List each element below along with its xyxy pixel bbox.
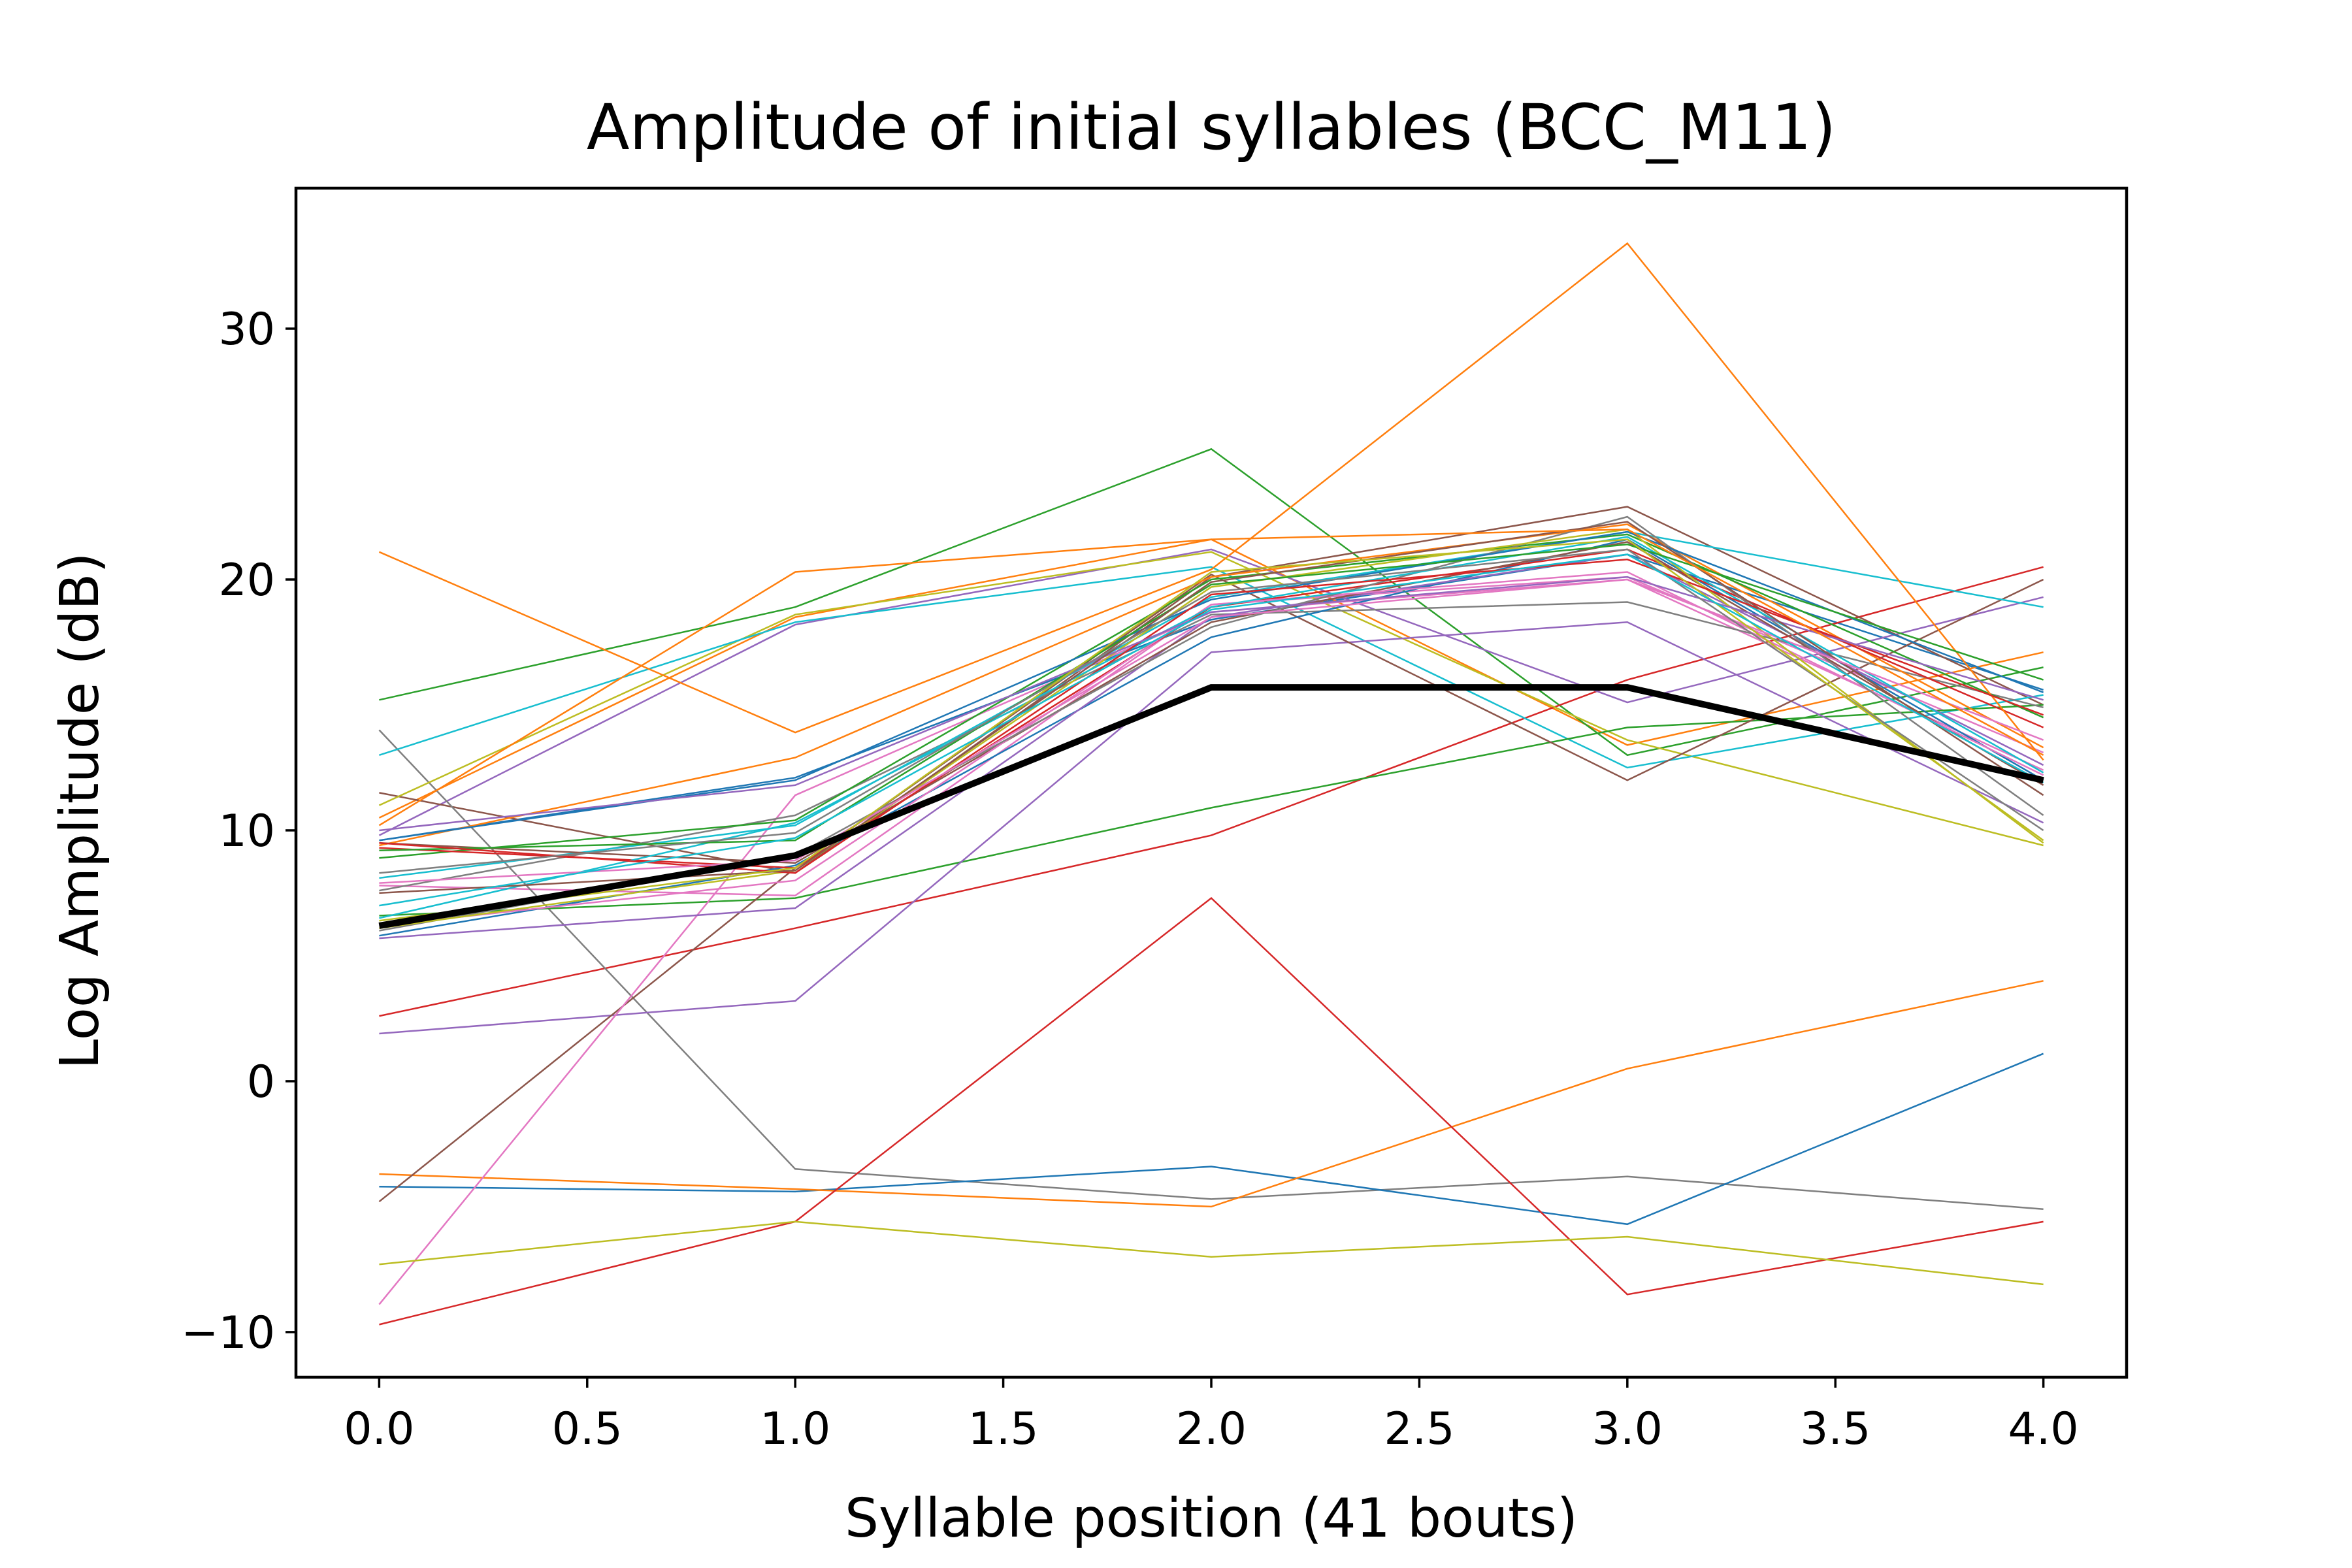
series-line-30 (379, 536, 2044, 919)
series-line-4 (379, 566, 2044, 1017)
series-line-34 (379, 559, 2044, 874)
series-line-mean (378, 684, 2044, 929)
series-line-33 (379, 543, 2044, 851)
chart-title: Amplitude of initial syllables (BCC_M11) (587, 91, 1836, 164)
y-tick-label: 30 (218, 304, 275, 355)
series-line-15 (379, 621, 2044, 1035)
x-tick-label: 1.5 (968, 1403, 1039, 1455)
y-axis-label: Log Amplitude (dB) (49, 552, 111, 1069)
series-line-19 (379, 1220, 2044, 1286)
x-tick-label: 0.5 (552, 1403, 623, 1455)
series-line-8 (378, 729, 2044, 1210)
series-line-20 (379, 531, 2044, 879)
series-line-7 (379, 576, 2044, 897)
series-line-37 (379, 578, 2044, 884)
y-tick-label: 0 (247, 1056, 275, 1108)
series-line-21 (379, 538, 2044, 937)
y-tick-label: −10 (181, 1307, 275, 1359)
series-line-39 (379, 538, 2044, 922)
axes: 0.0 0.5 1.0 1.5 2.0 2.5 3.0 3.5 4.0 −10 0 10 20 30 (181, 186, 2129, 1455)
series-line-41 (378, 528, 2044, 826)
series-line-27 (379, 571, 2044, 927)
x-tick-label: 2.0 (1176, 1403, 1247, 1455)
y-tick-label: 20 (218, 555, 275, 606)
series-line-9 (378, 551, 2044, 847)
x-tick-label: 4.0 (2008, 1403, 2079, 1455)
series-line-16 (378, 573, 2044, 1203)
plot-area (378, 242, 2044, 1326)
series-line-26 (379, 541, 2044, 864)
series-line-23 (379, 533, 2044, 859)
series-line-12 (379, 980, 2044, 1208)
series-line-35 (379, 576, 2044, 832)
series-line-22 (379, 523, 2044, 847)
series-line-32 (378, 242, 2044, 761)
series-line-40 (379, 553, 2044, 907)
series-line-3 (379, 448, 2044, 757)
x-tick-label: 3.0 (1592, 1403, 1663, 1455)
x-tick-label: 0.0 (344, 1403, 414, 1455)
series-line-11 (379, 1053, 2044, 1226)
series-line-29 (379, 528, 2044, 929)
y-tick-label: 10 (218, 806, 275, 857)
series-line-18 (379, 601, 2044, 892)
series-line-2 (378, 538, 2044, 819)
x-tick-label: 2.5 (1384, 1403, 1454, 1455)
x-tick-label: 3.5 (1800, 1403, 1870, 1455)
series-line-38 (379, 548, 2044, 874)
x-tick-label: 1.0 (760, 1403, 830, 1455)
series-line-10 (379, 566, 2044, 769)
series-line-5 (378, 548, 2044, 836)
series-line-14 (379, 896, 2044, 1326)
x-axis-label: Syllable position (41 bouts) (845, 1488, 1578, 1550)
